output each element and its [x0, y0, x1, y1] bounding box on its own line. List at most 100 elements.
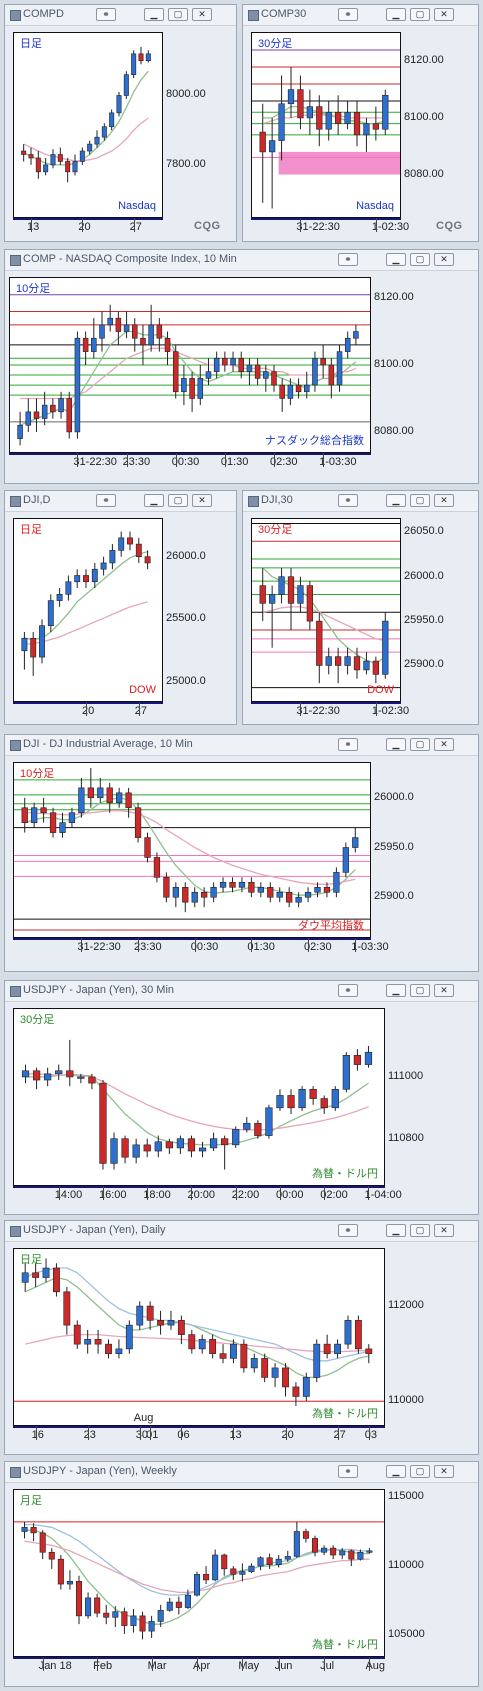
- x-axis-tick-mark: [42, 1657, 44, 1671]
- candle: [320, 344, 326, 379]
- candle-body: [198, 1147, 207, 1152]
- link-icon[interactable]: ⚭: [338, 1465, 358, 1478]
- chart-plot-area[interactable]: 30分足 Nasdaq: [251, 32, 401, 218]
- link-icon[interactable]: ⚭: [338, 984, 358, 997]
- candle: [59, 812, 66, 838]
- candle: [331, 1086, 339, 1111]
- link-icon[interactable]: ⚭: [338, 494, 358, 507]
- chart-window[interactable]: COMP - NASDAQ Composite Index, 10 Min ⚭ ▁ ▢…: [4, 249, 479, 484]
- maximize-button[interactable]: ▢: [168, 494, 188, 507]
- minimize-button[interactable]: ▁: [386, 738, 406, 751]
- candle: [366, 1548, 373, 1554]
- close-button[interactable]: ✕: [434, 1224, 454, 1237]
- title-bar[interactable]: USDJPY - Japan (Yen), Weekly ⚭ ▁ ▢ ✕: [5, 1462, 478, 1483]
- maximize-button[interactable]: ▢: [168, 8, 188, 21]
- title-bar[interactable]: USDJPY - Japan (Yen), Daily ⚭ ▁ ▢ ✕: [5, 1221, 478, 1242]
- title-bar[interactable]: DJI - DJ Industrial Average, 10 Min ⚭ ▁ ▢ ✕: [5, 735, 478, 756]
- candle-body: [17, 424, 23, 439]
- close-button[interactable]: ✕: [192, 8, 212, 21]
- chart-plot-area[interactable]: 30分足 為替・ドル円: [13, 1008, 385, 1186]
- minimize-button[interactable]: ▁: [386, 494, 406, 507]
- chart-window[interactable]: USDJPY - Japan (Yen), Daily ⚭ ▁ ▢ ✕ 日足 為替・ドル円 1…: [4, 1220, 479, 1455]
- x-axis-tick-label: 31-22:30: [296, 221, 340, 233]
- candle: [276, 1089, 284, 1111]
- close-button[interactable]: ✕: [434, 494, 454, 507]
- y-axis-tick-label: 26050.0: [404, 525, 444, 538]
- maximize-button[interactable]: ▢: [410, 1224, 430, 1237]
- candle: [56, 588, 63, 607]
- close-button[interactable]: ✕: [434, 738, 454, 751]
- minimize-button[interactable]: ▁: [144, 494, 164, 507]
- chart-window[interactable]: DJI,30 ⚭ ▁ ▢ ✕ 30分足 DOW 26050.0 26000.0 25950.0 25…: [242, 490, 479, 725]
- chart-plot-area[interactable]: 10分足 ダウ平均指数: [13, 762, 371, 938]
- maximize-button[interactable]: ▢: [410, 253, 430, 266]
- candle-body: [25, 411, 32, 426]
- chart-plot-area[interactable]: 日足 Nasdaq: [13, 32, 163, 218]
- candle: [157, 1604, 164, 1627]
- chart-plot-area[interactable]: 日足 DOW: [13, 518, 163, 702]
- chart-plot-area[interactable]: 月足 為替・ドル円: [13, 1489, 385, 1657]
- candle-body: [295, 384, 302, 393]
- close-button[interactable]: ✕: [434, 984, 454, 997]
- x-axis-tick-mark: [181, 1426, 183, 1440]
- moving-average-line: [24, 1529, 370, 1625]
- close-button[interactable]: ✕: [434, 1465, 454, 1478]
- link-icon[interactable]: ⚭: [96, 8, 116, 21]
- title-bar[interactable]: DJI,30 ⚭ ▁ ▢ ✕: [243, 491, 478, 512]
- chart-window[interactable]: COMP30 ⚭ ▁ ▢ ✕ 30分足 Nasdaq 8120.00 8100.00 8080.0…: [242, 4, 479, 242]
- candle: [342, 842, 349, 878]
- candle-body: [297, 585, 304, 604]
- chart-plot-area[interactable]: 日足 為替・ドル円: [13, 1248, 385, 1426]
- link-icon[interactable]: ⚭: [96, 494, 116, 507]
- chart-plot-area[interactable]: 10分足 ナスダック総合指数: [9, 277, 371, 453]
- maximize-button[interactable]: ▢: [410, 984, 430, 997]
- candle-body: [259, 131, 266, 153]
- close-button[interactable]: ✕: [434, 253, 454, 266]
- candle: [107, 304, 113, 332]
- minimize-button[interactable]: ▁: [386, 253, 406, 266]
- x-axis-tick-mark: [86, 702, 87, 716]
- maximize-button[interactable]: ▢: [410, 8, 430, 21]
- link-icon[interactable]: ⚭: [338, 253, 358, 266]
- candle-body: [287, 1095, 295, 1109]
- candle-body: [266, 1557, 273, 1565]
- candle-body: [219, 882, 227, 888]
- minimize-button[interactable]: ▁: [386, 1224, 406, 1237]
- title-bar[interactable]: USDJPY - Japan (Yen), 30 Min ⚭ ▁ ▢ ✕: [5, 981, 478, 1002]
- link-icon[interactable]: ⚭: [338, 738, 358, 751]
- chart-window[interactable]: USDJPY - Japan (Yen), 30 Min ⚭ ▁ ▢ ✕ 30分足 為替・ド…: [4, 980, 479, 1215]
- minimize-button[interactable]: ▁: [144, 8, 164, 21]
- candle-body: [292, 1386, 300, 1397]
- candle: [382, 89, 389, 135]
- chart-window[interactable]: USDJPY - Japan (Yen), Weekly ⚭ ▁ ▢ ✕ 月足 為替・ドル円…: [4, 1461, 479, 1687]
- link-icon[interactable]: ⚭: [338, 1224, 358, 1237]
- link-icon[interactable]: ⚭: [338, 8, 358, 21]
- chart-plot-area[interactable]: 30分足 DOW: [251, 518, 401, 702]
- maximize-button[interactable]: ▢: [410, 738, 430, 751]
- close-button[interactable]: ✕: [434, 8, 454, 21]
- candle: [201, 887, 208, 908]
- y-axis-tick-label: 25950.0: [374, 840, 414, 853]
- minimize-button[interactable]: ▁: [386, 8, 406, 21]
- candle: [372, 106, 379, 141]
- maximize-button[interactable]: ▢: [410, 1465, 430, 1478]
- candle: [28, 147, 34, 165]
- chart-window-icon: [10, 740, 21, 751]
- y-axis-tick-label: 105000: [388, 1628, 425, 1641]
- chart-window[interactable]: DJI - DJ Industrial Average, 10 Min ⚭ ▁ ▢ ✕ 1…: [4, 734, 479, 972]
- close-button[interactable]: ✕: [192, 494, 212, 507]
- candle-body: [353, 111, 361, 136]
- title-bar[interactable]: COMP30 ⚭ ▁ ▢ ✕: [243, 5, 478, 26]
- title-bar[interactable]: COMP - NASDAQ Composite Index, 10 Min ⚭ ▁ ▢…: [5, 250, 478, 271]
- minimize-button[interactable]: ▁: [386, 1465, 406, 1478]
- chart-window[interactable]: COMPD ⚭ ▁ ▢ ✕ 日足 Nasdaq 8000.00 7800.00 13 20 27 CQG: [4, 4, 237, 242]
- candle-body: [302, 1377, 310, 1397]
- candle: [55, 1064, 63, 1081]
- minimize-button[interactable]: ▁: [386, 984, 406, 997]
- title-bar[interactable]: COMPD ⚭ ▁ ▢ ✕: [5, 5, 236, 26]
- chart-window[interactable]: DJI,D ⚭ ▁ ▢ ✕ 日足 DOW 26000.0 25500.0 25000.0 20 27: [4, 490, 237, 725]
- candle: [259, 103, 266, 203]
- maximize-button[interactable]: ▢: [410, 494, 430, 507]
- candle-body: [309, 1088, 317, 1099]
- title-bar[interactable]: DJI,D ⚭ ▁ ▢ ✕: [5, 491, 236, 512]
